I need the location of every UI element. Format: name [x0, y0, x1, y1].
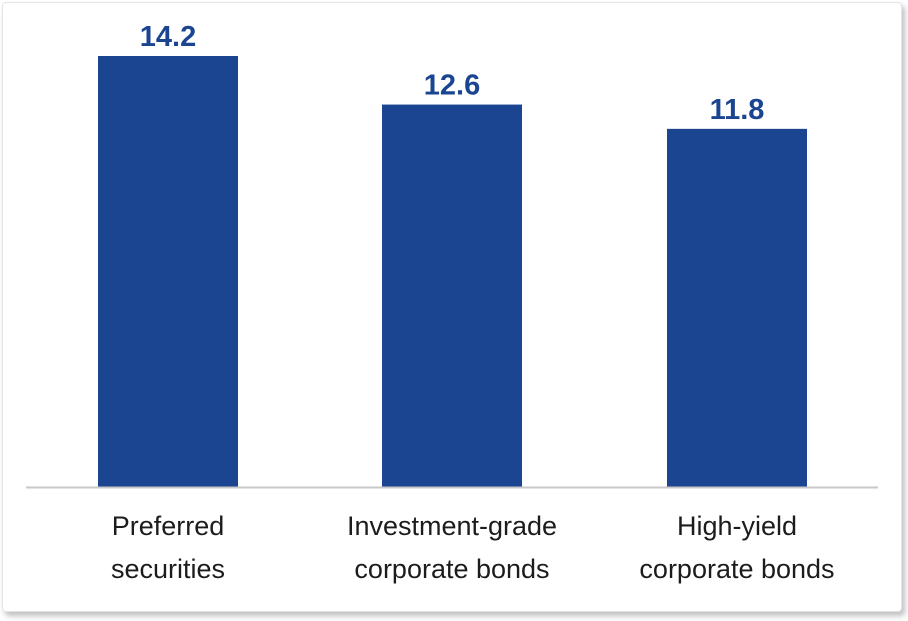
category-label-line: securities: [111, 554, 225, 584]
category-label-2: Investment-grade corporate bonds: [347, 511, 557, 584]
category-label-3: High-yield corporate bonds: [639, 511, 834, 584]
category-label-1: Preferred securities: [111, 511, 225, 584]
category-label-line: corporate bonds: [354, 554, 549, 584]
category-label-line: Investment-grade: [347, 511, 557, 541]
category-label-line: High-yield: [677, 511, 797, 541]
value-label-1: 14.2: [140, 21, 196, 53]
value-label-3: 11.8: [710, 94, 765, 126]
bar-1: [98, 56, 238, 487]
category-label-line: corporate bonds: [639, 554, 834, 584]
bar-2: [382, 104, 522, 487]
bar-3: [667, 128, 807, 487]
value-label-2: 12.6: [424, 70, 480, 102]
category-label-line: Preferred: [112, 511, 225, 541]
